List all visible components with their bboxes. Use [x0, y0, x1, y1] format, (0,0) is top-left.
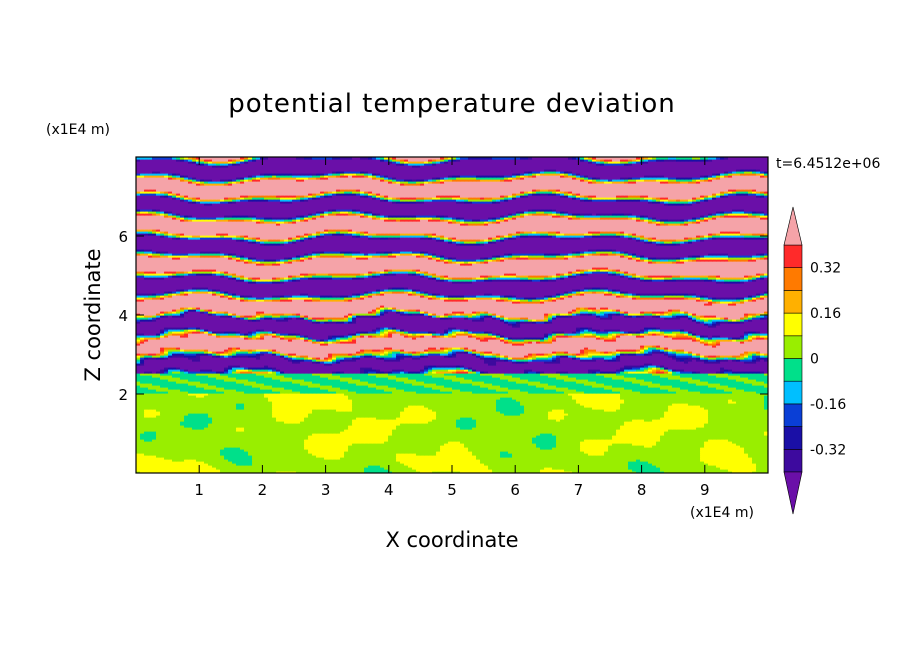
- y-unit-label: (x1E4 m): [46, 122, 110, 138]
- time-label: t=6.4512e+06: [776, 156, 880, 172]
- chart-title: potential temperature deviation: [228, 89, 675, 119]
- contour-field: [136, 157, 769, 474]
